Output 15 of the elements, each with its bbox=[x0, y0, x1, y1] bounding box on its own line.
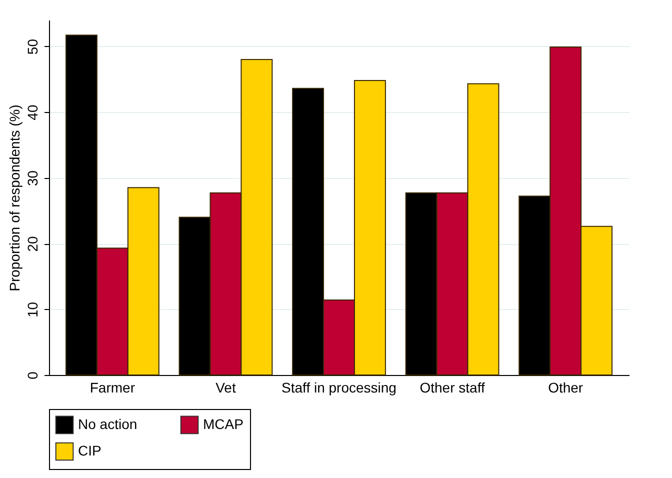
y-axis-title: Proportion of respondents (%) bbox=[6, 104, 22, 292]
legend-label: MCAP bbox=[203, 416, 244, 432]
y-tick-label: 50 bbox=[24, 38, 40, 55]
x-tick-label: Other staff bbox=[420, 380, 485, 396]
x-tick-label: Vet bbox=[216, 380, 236, 396]
legend-label: No action bbox=[78, 416, 138, 432]
x-tick-label: Staff in processing bbox=[282, 380, 396, 396]
x-tick-label: Farmer bbox=[90, 380, 136, 396]
y-tick-label: 20 bbox=[24, 236, 40, 252]
y-tick-label: 10 bbox=[24, 302, 40, 318]
y-tick-label: 40 bbox=[24, 104, 40, 120]
x-tick-label: Other bbox=[548, 380, 584, 396]
legend-label: CIP bbox=[78, 442, 102, 458]
y-tick-label: 0 bbox=[24, 371, 40, 380]
y-tick-label: 30 bbox=[24, 170, 40, 186]
